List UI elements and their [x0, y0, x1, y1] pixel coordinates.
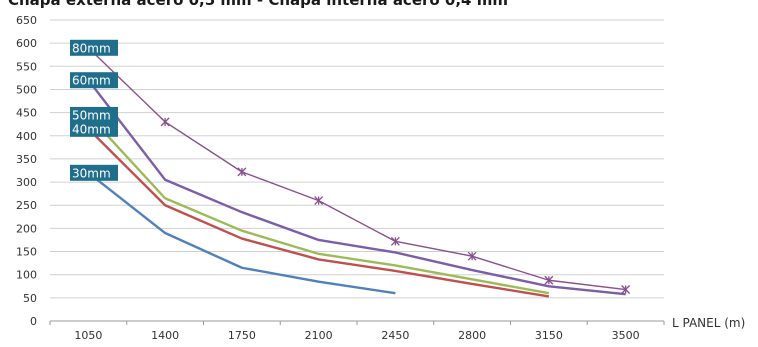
- data-point-80mm: [544, 275, 554, 285]
- data-point-80mm: [390, 236, 400, 246]
- data-point-80mm: [160, 117, 170, 127]
- series-tag-80mm: 80mm: [70, 39, 118, 56]
- y-tick-label: 150: [16, 246, 37, 259]
- series-tag-60mm: 60mm: [70, 72, 118, 89]
- x-tick-label: 1750: [228, 329, 256, 342]
- y-tick-label: 350: [16, 153, 37, 166]
- y-tick-label: 500: [16, 83, 37, 96]
- y-tick-label: 400: [16, 130, 37, 143]
- x-tick-label: 2800: [458, 329, 486, 342]
- series-line-80mm: [87, 47, 626, 291]
- series-tag-40mm: 40mm: [70, 120, 118, 137]
- series-tag-label: 80mm: [72, 41, 111, 55]
- y-tick-label: 0: [30, 315, 37, 328]
- x-tick-label: 3500: [612, 329, 640, 342]
- x-axis-title: L PANEL (m): [672, 316, 745, 330]
- x-tick-label: 1050: [74, 329, 102, 342]
- series-line-40mm: [87, 127, 550, 298]
- series-tag-50mm: 50mm: [70, 106, 118, 123]
- x-tick-label: 3150: [535, 329, 563, 342]
- y-tick-label: 200: [16, 222, 37, 235]
- series-tag-label: 40mm: [72, 122, 111, 136]
- gridlines: [50, 19, 664, 299]
- data-point-80mm: [314, 196, 324, 206]
- y-tick-label: 450: [16, 107, 37, 120]
- y-tick-label: 600: [16, 37, 37, 50]
- x-tick-label: 1400: [151, 329, 179, 342]
- y-tick-label: 50: [23, 292, 37, 305]
- data-point-80mm: [467, 251, 477, 261]
- series-tag-label: 60mm: [72, 74, 111, 88]
- series-tag-30mm: 30mm: [70, 164, 118, 181]
- y-tick-label: 300: [16, 176, 37, 189]
- y-tick-label: 650: [16, 14, 37, 27]
- axes: 0 50 100 150 200 250 300 350 400 450 500 550 600 650 1…: [16, 14, 665, 342]
- y-tick-label: 250: [16, 199, 37, 212]
- data-point-80mm: [237, 167, 247, 177]
- chart-title: Chapa externa acero 0,5 mm - Chapa inter…: [8, 0, 508, 9]
- x-tick-label: 2450: [381, 329, 409, 342]
- series-tag-label: 30mm: [72, 166, 111, 180]
- series-line-60mm: [87, 79, 626, 296]
- series-line-50mm: [87, 114, 550, 295]
- y-tick-label: 550: [16, 60, 37, 73]
- series-line-30mm: [87, 171, 396, 295]
- x-tick-label: 2100: [305, 329, 333, 342]
- series-tag-label: 50mm: [72, 108, 111, 122]
- y-tick-label: 100: [16, 269, 37, 282]
- data-point-80mm: [621, 285, 631, 294]
- series-lines: [83, 43, 631, 298]
